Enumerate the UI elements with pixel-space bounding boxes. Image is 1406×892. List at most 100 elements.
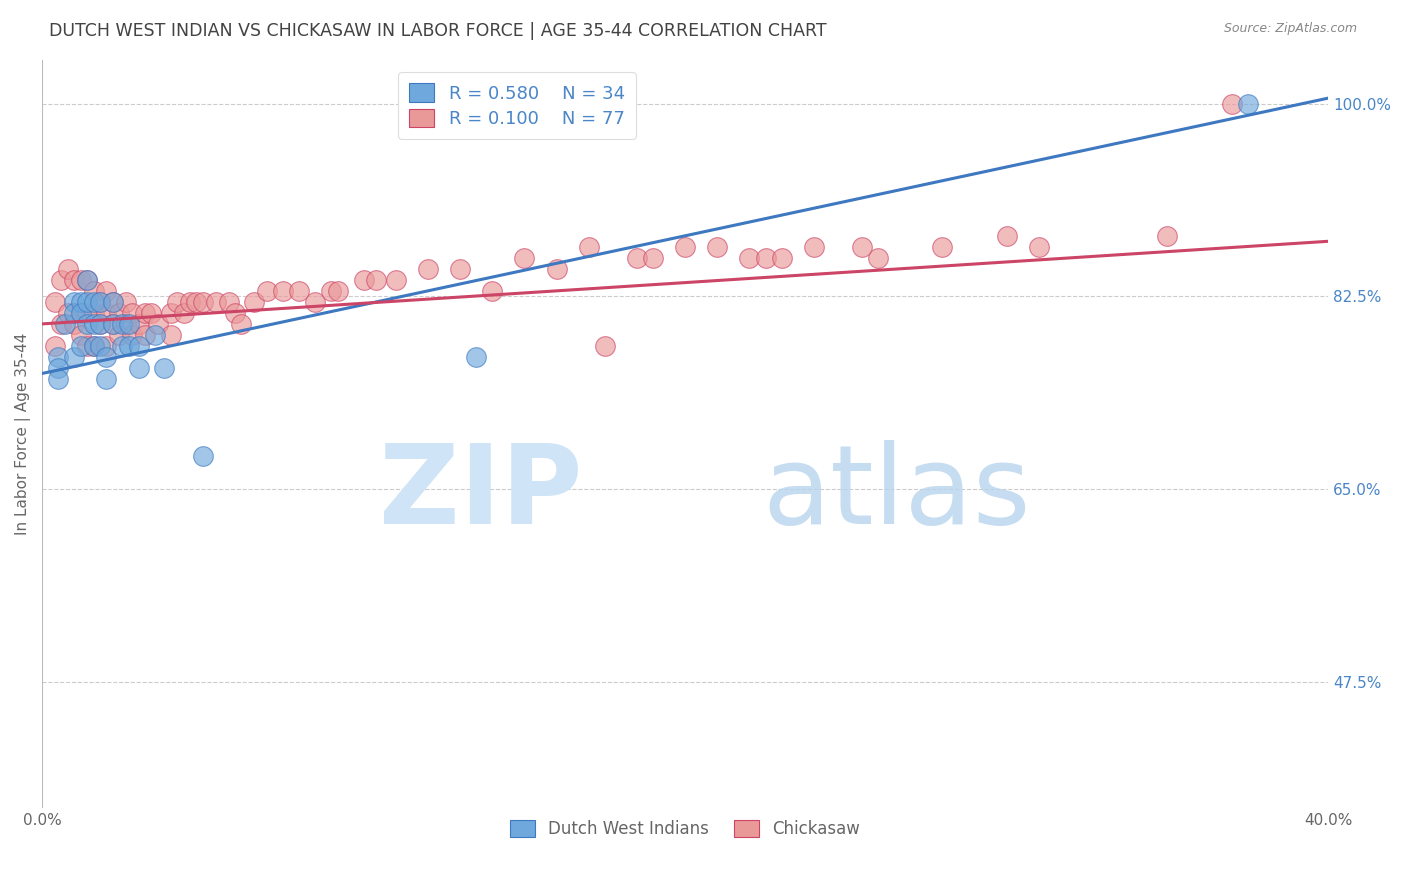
Point [89,317,111,331]
Point [76,294,98,309]
Point [146,317,169,331]
Point [76,317,98,331]
Point [173,306,195,320]
Point [143,327,166,342]
Point [76,306,98,320]
Point [46,360,69,375]
Point [76,273,98,287]
Point [224,306,246,320]
Point [111,339,134,353]
Point [108,327,131,342]
Point [114,294,136,309]
Point [218,294,240,309]
Point [191,294,214,309]
Point [321,284,343,298]
Point [931,240,953,254]
Point [46,350,69,364]
Y-axis label: In Labor Force | Age 35-44: In Labor Force | Age 35-44 [15,333,31,535]
Point [366,273,388,287]
Point [803,240,825,254]
Text: Source: ZipAtlas.com: Source: ZipAtlas.com [1223,22,1357,36]
Point [121,327,143,342]
Point [153,360,176,375]
Point [101,317,124,331]
Point [44,339,66,353]
Point [128,339,150,353]
Point [63,350,86,364]
Point [83,294,105,309]
Point [1028,240,1050,254]
Point [56,261,79,276]
Point [326,284,349,298]
Point [706,240,728,254]
Point [89,294,111,309]
Point [63,317,86,331]
Point [231,317,253,331]
Point [754,251,776,265]
Point [76,273,98,287]
Point [118,317,141,331]
Point [108,306,131,320]
Point [256,284,278,298]
Point [96,339,118,353]
Point [96,306,118,320]
Point [69,273,91,287]
Point [141,306,163,320]
Point [641,251,664,265]
Point [114,317,136,331]
Point [1220,96,1243,111]
Point [513,251,536,265]
Point [63,294,86,309]
Point [118,339,141,353]
Point [1156,228,1178,243]
Point [384,273,406,287]
Point [134,327,156,342]
Point [101,294,124,309]
Point [204,294,226,309]
Point [51,273,73,287]
Point [121,306,143,320]
Point [96,372,118,386]
Point [128,360,150,375]
Point [866,251,889,265]
Point [738,251,761,265]
Point [89,317,111,331]
Point [673,240,696,254]
Point [111,317,134,331]
Point [89,294,111,309]
Point [96,284,118,298]
Point [83,306,105,320]
Point [76,339,98,353]
Point [271,284,294,298]
Point [179,294,201,309]
Point [465,350,488,364]
Point [546,261,568,276]
Point [69,306,91,320]
Point [69,339,91,353]
Point [83,317,105,331]
Point [101,294,124,309]
Point [51,317,73,331]
Point [56,306,79,320]
Point [89,339,111,353]
Point [166,294,188,309]
Point [63,273,86,287]
Point [44,294,66,309]
Point [593,339,616,353]
Point [770,251,793,265]
Point [416,261,439,276]
Point [353,273,375,287]
Point [96,350,118,364]
Legend: Dutch West Indians, Chickasaw: Dutch West Indians, Chickasaw [503,814,868,845]
Point [288,284,311,298]
Point [851,240,873,254]
Point [69,294,91,309]
Point [83,284,105,298]
Point [83,339,105,353]
Text: DUTCH WEST INDIAN VS CHICKASAW IN LABOR FORCE | AGE 35-44 CORRELATION CHART: DUTCH WEST INDIAN VS CHICKASAW IN LABOR … [49,22,827,40]
Point [46,372,69,386]
Point [304,294,326,309]
Point [134,306,156,320]
Point [69,327,91,342]
Point [626,251,648,265]
